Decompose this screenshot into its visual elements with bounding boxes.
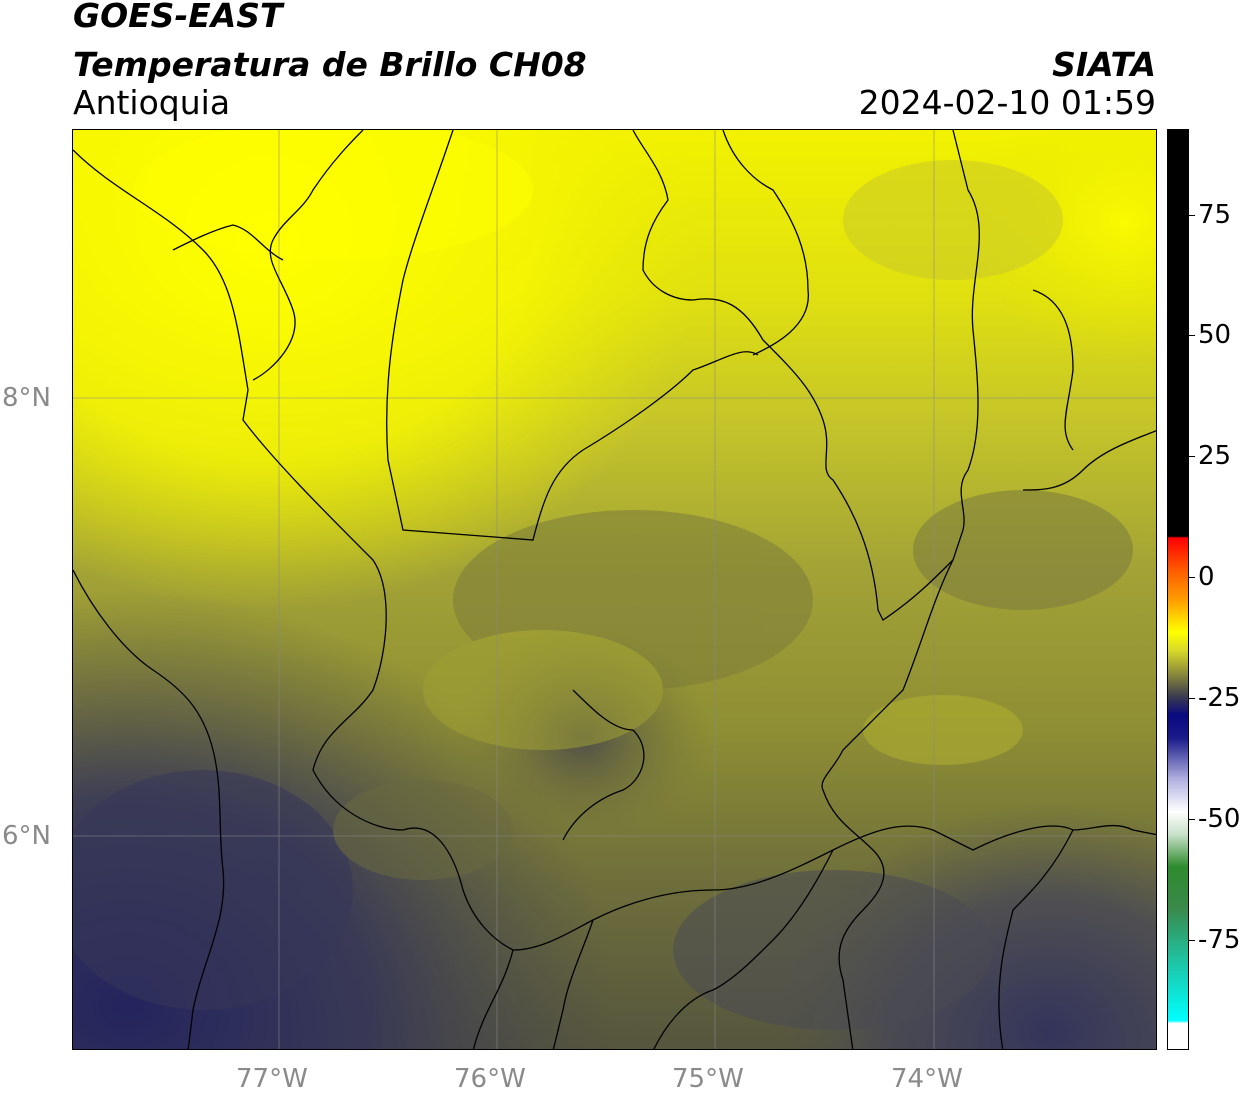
colorbar-label-0: 0 <box>1198 562 1215 592</box>
graticule <box>73 130 1156 1049</box>
product-title: Temperatura de Brillo CH08 <box>73 45 587 84</box>
colorbar-tick-mark <box>1189 456 1195 457</box>
datetime-label: 2024-02-10 01:59 <box>858 83 1156 122</box>
colorbar-label-75: 75 <box>1198 200 1232 230</box>
lon-label-77w: 77°W <box>236 1064 308 1094</box>
colorbar-tick-mark <box>1189 215 1195 216</box>
region-title: Antioquia <box>73 83 231 122</box>
satellite-title: GOES-EAST <box>73 0 283 35</box>
lon-label-74w: 74°W <box>891 1064 963 1094</box>
admin-borders <box>73 130 1156 1049</box>
colorbar-label-25: 25 <box>1198 441 1232 471</box>
colorbar-tick-mark <box>1189 940 1195 941</box>
colorbar-tick-mark <box>1189 577 1195 578</box>
lat-label-6n: 6°N <box>2 821 51 851</box>
lat-label-8n: 8°N <box>2 383 51 413</box>
colorbar-tick-mark <box>1189 819 1195 820</box>
colorbar-label-neg25: -25 <box>1198 683 1241 713</box>
lon-label-76w: 76°W <box>454 1064 526 1094</box>
agency-label: SIATA <box>1052 45 1156 84</box>
colorbar-tick-mark <box>1189 335 1195 336</box>
cloud-texture <box>73 130 1133 1030</box>
colorbar-tick-mark <box>1189 698 1195 699</box>
colorbar-label-50: 50 <box>1198 320 1232 350</box>
lon-label-75w: 75°W <box>672 1064 744 1094</box>
colorbar-label-neg75: -75 <box>1198 925 1241 955</box>
brightness-temperature-map[interactable] <box>72 129 1157 1050</box>
colorbar <box>1167 129 1189 1050</box>
colorbar-label-neg50: -50 <box>1198 804 1241 834</box>
